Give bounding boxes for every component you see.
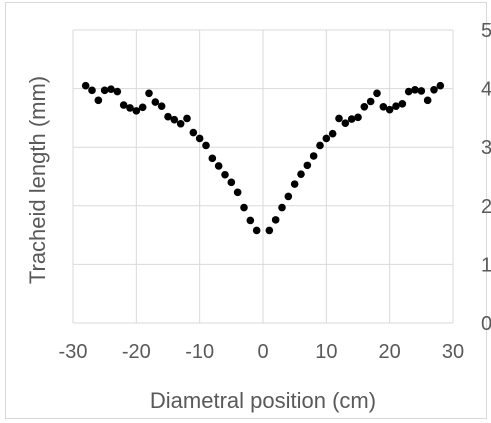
data-point bbox=[341, 119, 350, 127]
data-point bbox=[240, 203, 248, 212]
data-point bbox=[328, 129, 337, 138]
data-point bbox=[195, 134, 204, 143]
data-point bbox=[151, 98, 160, 106]
x-tick-labels: -30 -20 -10 0 10 20 30 bbox=[59, 341, 465, 363]
data-point bbox=[398, 100, 407, 108]
x-tick-label: -20 bbox=[122, 341, 151, 363]
data-point bbox=[322, 134, 331, 143]
data-point bbox=[132, 107, 141, 115]
data-point bbox=[107, 85, 115, 93]
data-point bbox=[379, 102, 388, 111]
data-point bbox=[316, 141, 324, 150]
y-tick-label: 3 bbox=[481, 137, 491, 159]
data-point bbox=[297, 170, 305, 178]
data-point bbox=[265, 226, 274, 235]
y-axis-title: Tracheid length (mm) bbox=[25, 76, 50, 284]
data-point bbox=[208, 154, 217, 163]
y-tick-labels: 0 1 2 3 4 5 bbox=[481, 20, 491, 335]
data-point bbox=[278, 203, 286, 212]
data-point bbox=[404, 87, 413, 96]
data-points bbox=[81, 81, 445, 235]
data-point bbox=[366, 97, 375, 106]
x-tick-label: 10 bbox=[315, 341, 337, 363]
data-point bbox=[221, 170, 229, 179]
data-point bbox=[126, 104, 134, 112]
data-point bbox=[214, 162, 223, 170]
data-point bbox=[81, 81, 90, 90]
data-point bbox=[189, 128, 198, 137]
x-tick-label: -30 bbox=[59, 341, 88, 363]
y-tick-label: 1 bbox=[481, 254, 491, 276]
x-axis-title: Diametral position (cm) bbox=[150, 388, 376, 413]
data-point bbox=[303, 161, 312, 170]
gridlines bbox=[72, 29, 454, 324]
data-point bbox=[176, 119, 185, 128]
data-point bbox=[354, 113, 362, 122]
data-point bbox=[145, 89, 153, 98]
data-point bbox=[309, 152, 318, 160]
data-point bbox=[284, 192, 293, 201]
data-point bbox=[252, 226, 261, 235]
data-point bbox=[119, 101, 128, 109]
data-point bbox=[157, 102, 166, 110]
data-point bbox=[385, 105, 394, 114]
data-point bbox=[138, 103, 147, 112]
y-tick-label: 4 bbox=[481, 79, 491, 101]
y-tick-label: 2 bbox=[481, 196, 491, 218]
data-point bbox=[271, 216, 280, 224]
y-tick-label: 0 bbox=[481, 313, 491, 335]
data-point bbox=[392, 102, 400, 110]
data-point bbox=[423, 96, 432, 105]
data-point bbox=[164, 112, 172, 121]
x-tick-label: 20 bbox=[379, 341, 401, 363]
data-point bbox=[347, 115, 356, 123]
data-point bbox=[88, 86, 96, 95]
data-point bbox=[183, 114, 191, 123]
x-tick-label: 0 bbox=[257, 341, 268, 363]
data-point bbox=[100, 86, 109, 95]
data-point bbox=[335, 114, 343, 123]
data-point bbox=[227, 178, 236, 187]
data-point bbox=[290, 180, 299, 188]
data-point bbox=[430, 85, 438, 94]
data-point bbox=[233, 188, 242, 197]
data-point bbox=[113, 87, 122, 96]
data-point bbox=[436, 81, 445, 90]
data-point bbox=[246, 216, 255, 225]
data-point bbox=[411, 85, 419, 94]
data-point bbox=[94, 96, 103, 105]
y-tick-label: 5 bbox=[481, 20, 491, 42]
data-point bbox=[360, 102, 369, 111]
data-point bbox=[417, 87, 426, 95]
x-tick-label: 30 bbox=[442, 341, 464, 363]
data-point bbox=[170, 115, 179, 124]
data-point bbox=[202, 141, 210, 150]
data-point bbox=[373, 89, 381, 98]
x-tick-label: -10 bbox=[185, 341, 214, 363]
